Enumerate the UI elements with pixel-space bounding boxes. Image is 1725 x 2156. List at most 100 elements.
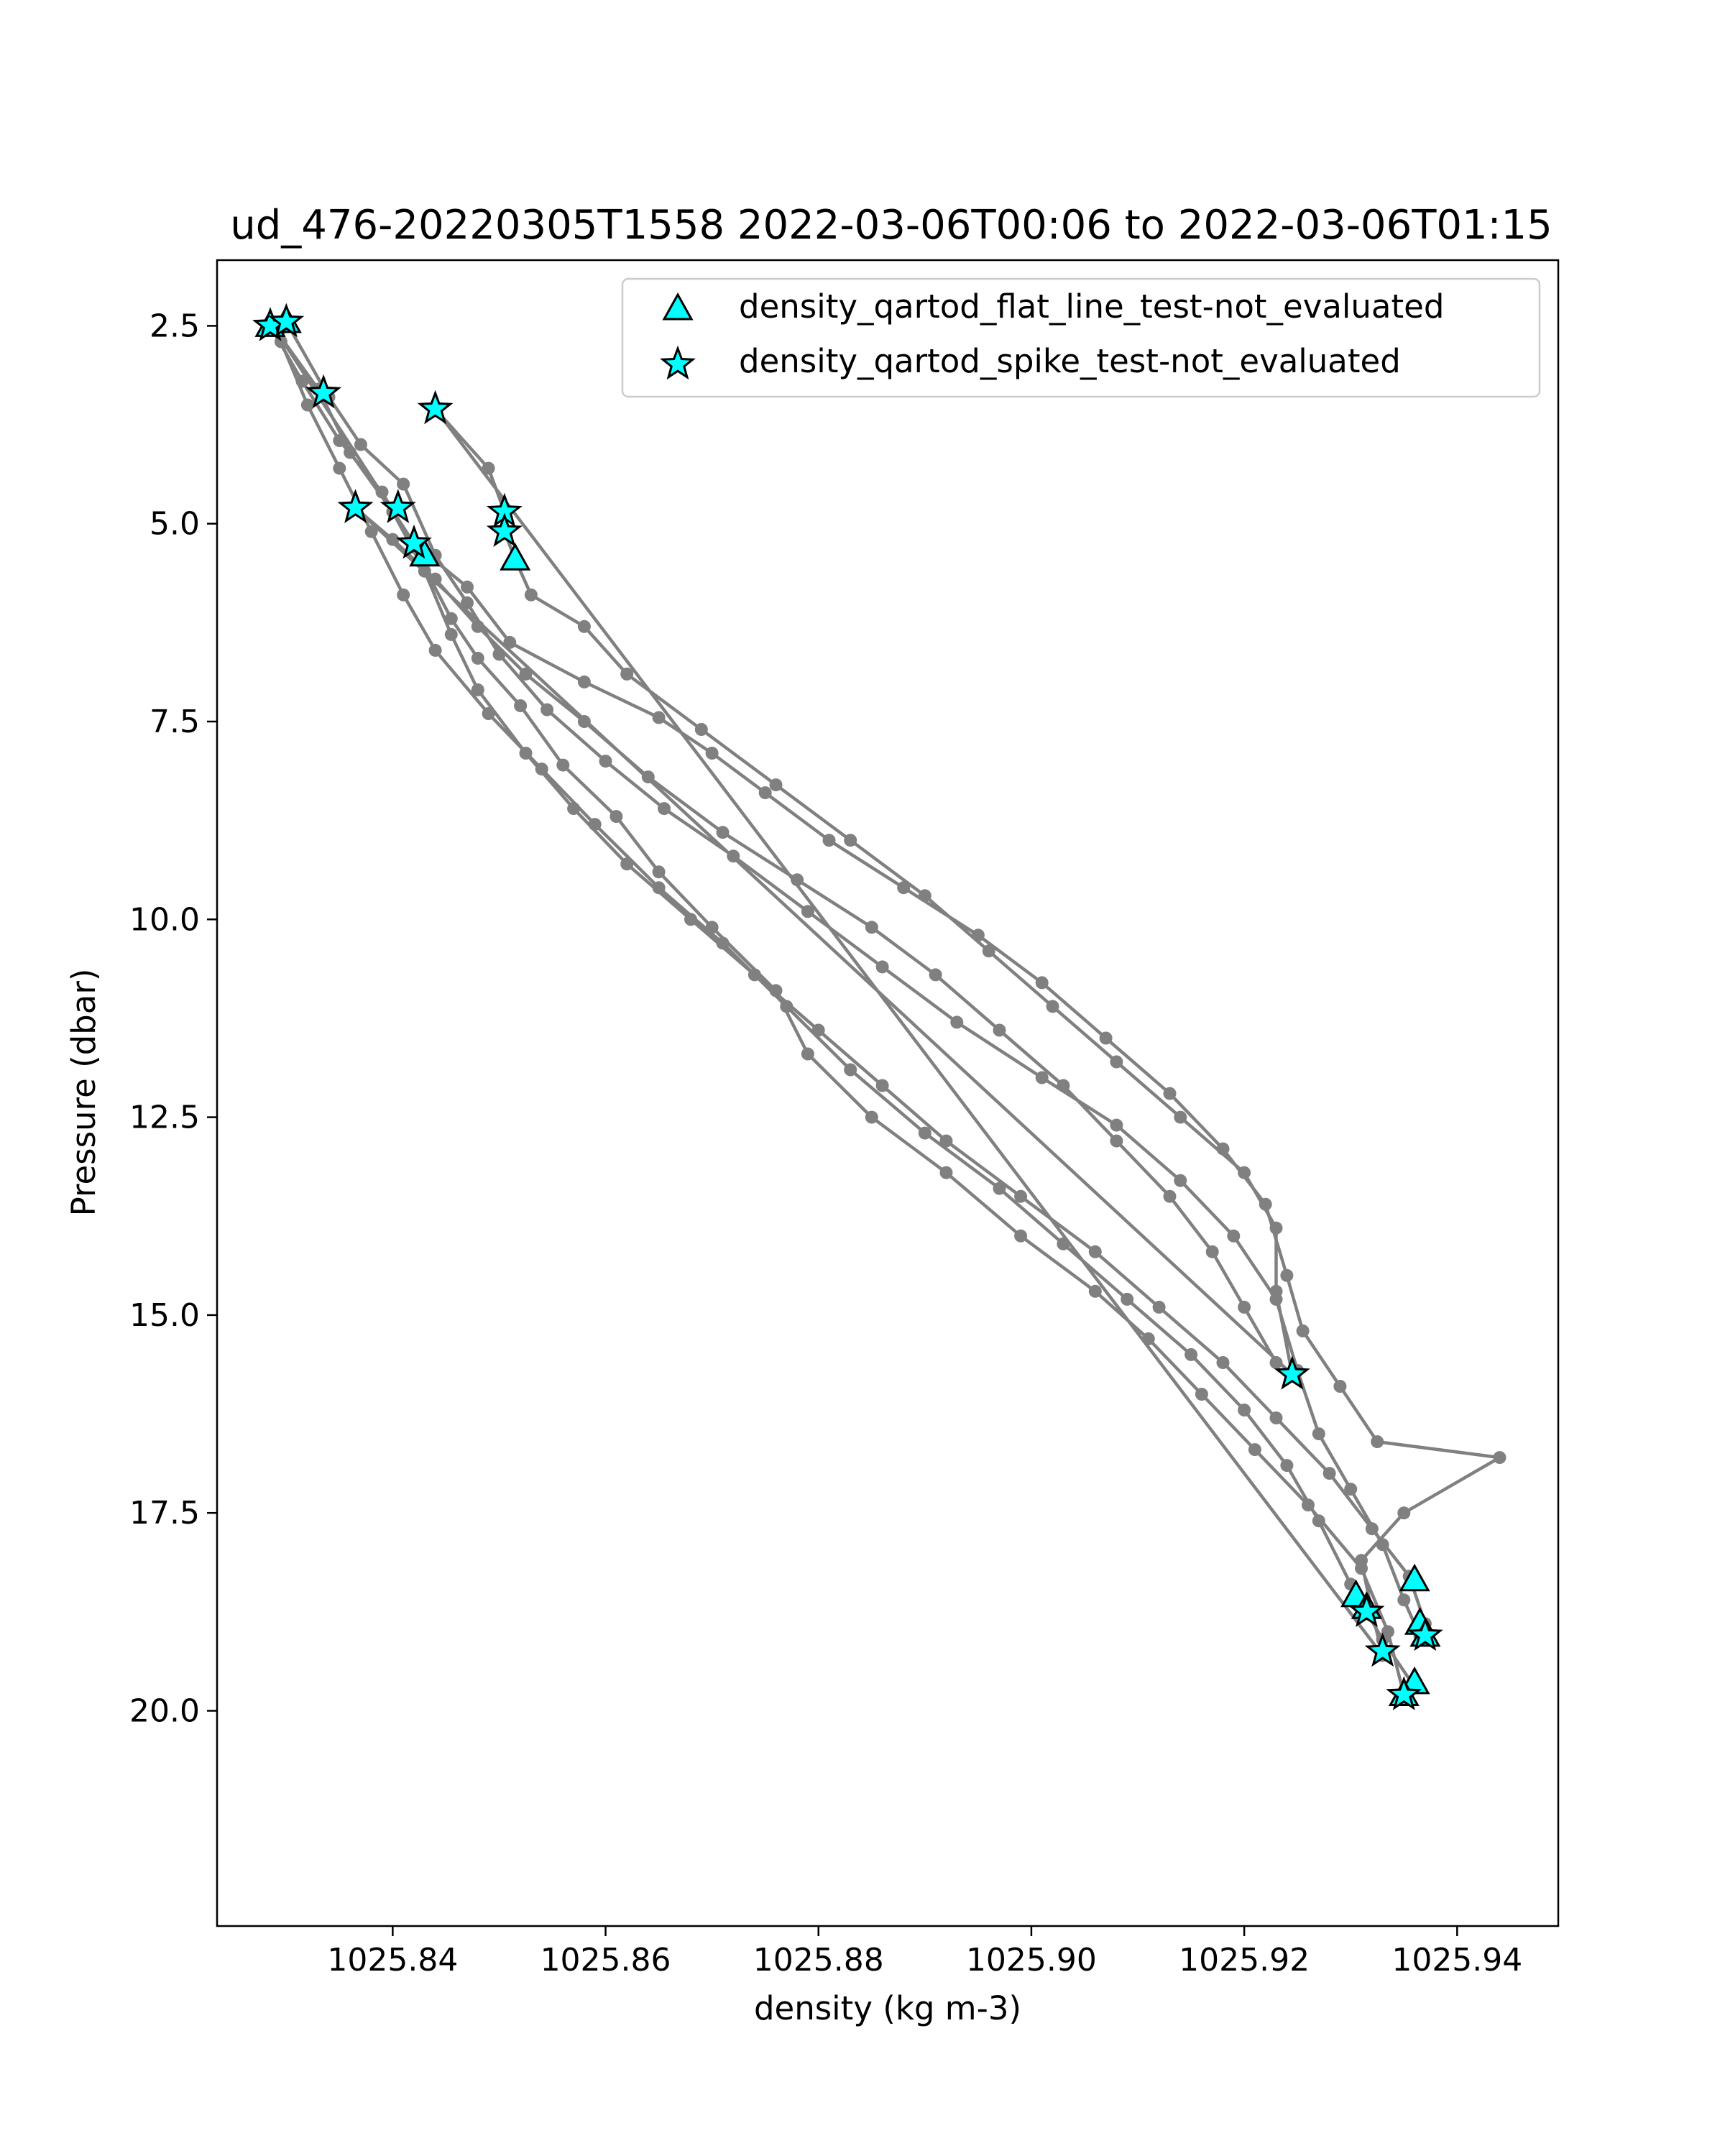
profile-point — [1302, 1498, 1315, 1512]
profile-point — [705, 921, 719, 934]
profile-point — [1014, 1229, 1028, 1243]
y-tick-label: 5.0 — [150, 506, 200, 543]
profile-point — [1296, 1324, 1310, 1337]
profile-point — [1110, 1134, 1123, 1148]
profile-point — [652, 711, 666, 724]
profile-point — [1269, 1356, 1283, 1369]
profile-point — [652, 881, 666, 895]
profile-point — [428, 572, 442, 586]
profile-point — [540, 703, 554, 717]
profile-point — [822, 834, 836, 847]
profile-point — [801, 905, 814, 918]
profile-point — [865, 921, 878, 934]
y-axis-label: Pressure (dbar) — [65, 969, 103, 1217]
x-axis-label: density (kg m-3) — [754, 1989, 1021, 2027]
profile-point — [1259, 1197, 1272, 1211]
profile-point — [577, 715, 591, 728]
profile-point — [535, 763, 548, 776]
profile-point — [716, 936, 730, 950]
profile-point — [1205, 1245, 1219, 1258]
spike-flag-marker — [1274, 1355, 1310, 1390]
profile-point — [588, 818, 602, 831]
profile-point — [524, 588, 538, 602]
profile-point — [1269, 1411, 1283, 1424]
profile-point — [918, 889, 932, 903]
spike-flag-marker — [337, 489, 374, 523]
profile-point — [519, 667, 533, 681]
y-axis-ticks: 2.5 5.0 7.5 10.0 12.5 15.0 17.5 20.0 — [129, 308, 217, 1729]
profile-point — [1099, 1031, 1113, 1045]
profile-point — [769, 984, 783, 998]
profile-point — [577, 619, 591, 633]
profile-point — [1376, 1538, 1389, 1552]
profile-point — [1088, 1284, 1102, 1298]
profile-point — [364, 525, 378, 538]
profile-point — [567, 802, 581, 816]
profile-point — [950, 1015, 964, 1029]
profile-point — [1014, 1189, 1028, 1203]
profile-point — [694, 723, 708, 736]
profile-point — [375, 485, 389, 499]
profile-point — [397, 588, 410, 602]
profile-point — [620, 667, 634, 681]
profile-point — [1163, 1189, 1177, 1203]
legend-box — [621, 277, 1541, 398]
profile-point — [1057, 1237, 1070, 1250]
profile-point — [514, 699, 528, 712]
y-tick-label: 12.5 — [129, 1100, 200, 1136]
profile-point — [939, 1166, 953, 1179]
profile-point — [658, 802, 671, 816]
profile-point — [610, 810, 623, 824]
profile-point — [354, 438, 367, 451]
profile-point — [1312, 1427, 1325, 1441]
y-tick-label: 10.0 — [129, 901, 200, 938]
profile-point — [684, 913, 697, 926]
profile-point — [929, 968, 942, 982]
profile-point — [1110, 1055, 1123, 1069]
profile-point — [748, 968, 761, 982]
x-tick-label: 1025.94 — [1392, 1942, 1522, 1978]
x-axis-ticks: 1025.84 1025.86 1025.88 1025.90 1025.92 1025.… — [327, 1926, 1522, 1978]
y-tick-label: 17.5 — [129, 1495, 200, 1531]
legend-star-icon — [660, 345, 696, 380]
x-tick-label: 1025.88 — [753, 1942, 884, 1978]
profile-point — [1110, 1118, 1123, 1132]
profile-point — [1365, 1522, 1379, 1536]
legend-triangle-marker — [662, 292, 694, 321]
profile-point — [982, 944, 995, 958]
profile-point — [1371, 1435, 1384, 1449]
profile-point — [1216, 1142, 1230, 1156]
profile-point — [875, 960, 889, 974]
spike-flag-marker — [1386, 1676, 1422, 1710]
profile-point — [993, 1181, 1006, 1195]
profile-point — [1152, 1300, 1166, 1314]
profile-point — [1238, 1404, 1251, 1416]
profile-point — [1046, 1000, 1059, 1013]
profile-point — [897, 881, 911, 895]
y-tick-label: 2.5 — [150, 308, 200, 344]
profile-point — [503, 635, 517, 649]
profile-point — [428, 643, 442, 657]
profile-point — [939, 1134, 953, 1148]
profile-point — [705, 747, 719, 760]
profile-point — [1141, 1332, 1155, 1345]
flat-line-flag-marker — [1399, 1563, 1430, 1592]
profile-point — [1174, 1110, 1187, 1124]
profile-point — [1397, 1506, 1411, 1520]
y-tick-label: 15.0 — [129, 1297, 200, 1334]
profile-point — [1227, 1229, 1241, 1243]
profile-point — [1121, 1292, 1134, 1306]
profile-point — [1269, 1284, 1283, 1298]
profile-point — [1184, 1348, 1198, 1361]
profile-point — [844, 1063, 857, 1077]
profile-point — [300, 398, 314, 412]
profile-point — [1238, 1166, 1251, 1179]
profile-point — [386, 533, 400, 546]
profile-point — [1493, 1451, 1506, 1465]
profile-point — [791, 873, 804, 887]
profile-point — [599, 755, 612, 768]
profile-point — [1344, 1483, 1358, 1496]
profile-point — [620, 857, 634, 871]
profile-point — [471, 683, 484, 696]
profile-point — [716, 826, 730, 839]
